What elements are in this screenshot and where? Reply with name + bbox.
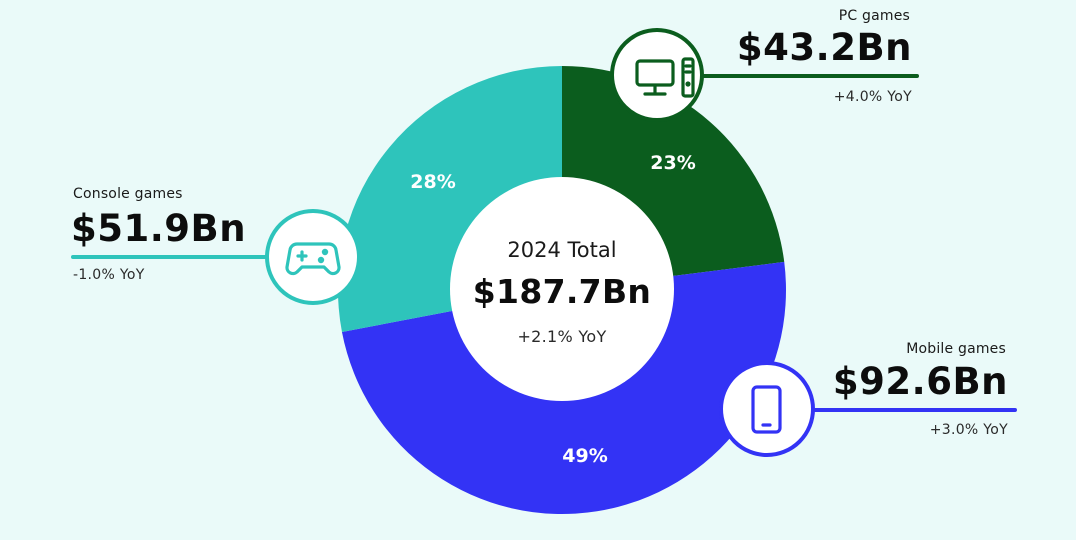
- pc-percent-label: 23%: [650, 152, 696, 174]
- mobile-icon-badge: [719, 361, 815, 457]
- desktop-computer-icon: [635, 57, 695, 98]
- pc-yoy: +4.0% YoY: [833, 89, 912, 105]
- console-percent-label: 28%: [410, 171, 456, 193]
- mobile-yoy: +3.0% YoY: [929, 422, 1008, 438]
- donut-hole: [450, 177, 674, 401]
- console-label: Console games: [73, 186, 183, 202]
- total-title: 2024 Total: [507, 238, 617, 262]
- gamepad-icon: [285, 242, 341, 276]
- mobile-value: $92.6Bn: [832, 360, 1008, 403]
- pc-value: $43.2Bn: [736, 26, 912, 69]
- mobile-percent-label: 49%: [562, 445, 608, 467]
- mobile-label: Mobile games: [906, 341, 1006, 357]
- pc-icon-badge: [610, 28, 704, 122]
- console-icon-badge: [265, 209, 361, 305]
- console-yoy: -1.0% YoY: [73, 267, 145, 283]
- total-yoy: +2.1% YoY: [517, 327, 607, 346]
- smartphone-icon: [751, 385, 782, 434]
- total-value: $187.7Bn: [472, 272, 652, 311]
- pc-label: PC games: [838, 8, 910, 24]
- console-value: $51.9Bn: [71, 207, 247, 250]
